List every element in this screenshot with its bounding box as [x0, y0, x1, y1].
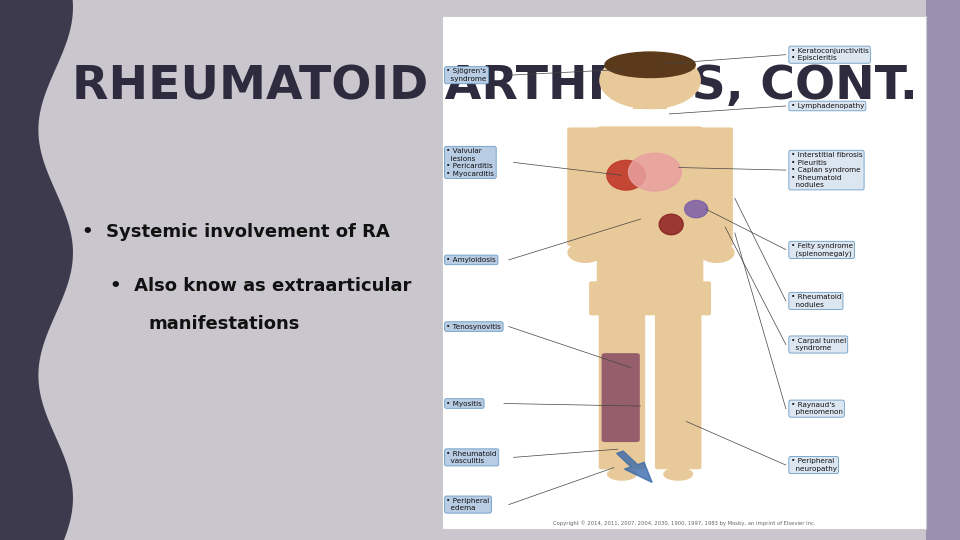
Text: • Raynaud's
  phenomenon: • Raynaud's phenomenon [791, 402, 843, 415]
Text: • Peripheral
  neuropathy: • Peripheral neuropathy [791, 458, 837, 472]
Circle shape [568, 243, 603, 262]
FancyArrow shape [616, 451, 652, 482]
Polygon shape [0, 0, 73, 540]
FancyBboxPatch shape [701, 127, 732, 246]
Ellipse shape [660, 214, 684, 235]
Text: • Peripheral
  edema: • Peripheral edema [446, 498, 490, 511]
Text: • Myositis: • Myositis [446, 401, 482, 407]
Text: •  Systemic involvement of RA: • Systemic involvement of RA [82, 223, 390, 241]
Ellipse shape [607, 160, 645, 190]
FancyBboxPatch shape [597, 126, 704, 286]
Text: • Valvular
  lesions
• Pericarditis
• Myocarditis: • Valvular lesions • Pericarditis • Myoc… [446, 148, 494, 177]
Text: • Felty syndrome
  (splenomegaly): • Felty syndrome (splenomegaly) [791, 242, 852, 256]
FancyBboxPatch shape [442, 16, 926, 529]
Ellipse shape [664, 468, 692, 480]
Text: • Lymphadenopathy: • Lymphadenopathy [791, 103, 864, 109]
FancyBboxPatch shape [602, 353, 639, 442]
FancyBboxPatch shape [926, 0, 960, 540]
FancyBboxPatch shape [599, 312, 645, 469]
Text: RHEUMATOID ARTHRITIS, CONT.: RHEUMATOID ARTHRITIS, CONT. [72, 64, 918, 109]
FancyBboxPatch shape [633, 88, 667, 109]
Text: •  Also know as extraarticular: • Also know as extraarticular [110, 277, 412, 295]
Text: • Rheumatoid
  nodules: • Rheumatoid nodules [791, 294, 841, 308]
FancyBboxPatch shape [655, 312, 702, 469]
Text: • Sjögren's
  syndrome: • Sjögren's syndrome [446, 69, 487, 82]
Text: • Tenosynovitis: • Tenosynovitis [446, 323, 501, 329]
Ellipse shape [629, 153, 682, 191]
Ellipse shape [605, 52, 695, 78]
FancyBboxPatch shape [589, 281, 711, 315]
Text: • Carpal tunnel
  syndrome: • Carpal tunnel syndrome [791, 338, 846, 352]
Text: Copyright © 2014, 2011, 2007, 2004, 2030, 1900, 1997, 1983 by Mosby, an imprint : Copyright © 2014, 2011, 2007, 2004, 2030… [553, 521, 815, 526]
Ellipse shape [608, 468, 636, 480]
FancyBboxPatch shape [567, 127, 600, 246]
Text: • Interstitial fibrosis
• Pleuritis
• Caplan syndrome
• Rheumatoid
  nodules: • Interstitial fibrosis • Pleuritis • Ca… [791, 152, 862, 188]
Circle shape [600, 52, 700, 109]
Text: • Amyloidosis: • Amyloidosis [446, 257, 496, 263]
Text: • Keratoconjunctivitis
• Episcleritis: • Keratoconjunctivitis • Episcleritis [791, 48, 869, 62]
Circle shape [700, 243, 734, 262]
Text: manifestations: manifestations [149, 315, 300, 333]
Text: • Rheumatoid
  vasculitis: • Rheumatoid vasculitis [446, 450, 497, 464]
Ellipse shape [684, 200, 708, 218]
